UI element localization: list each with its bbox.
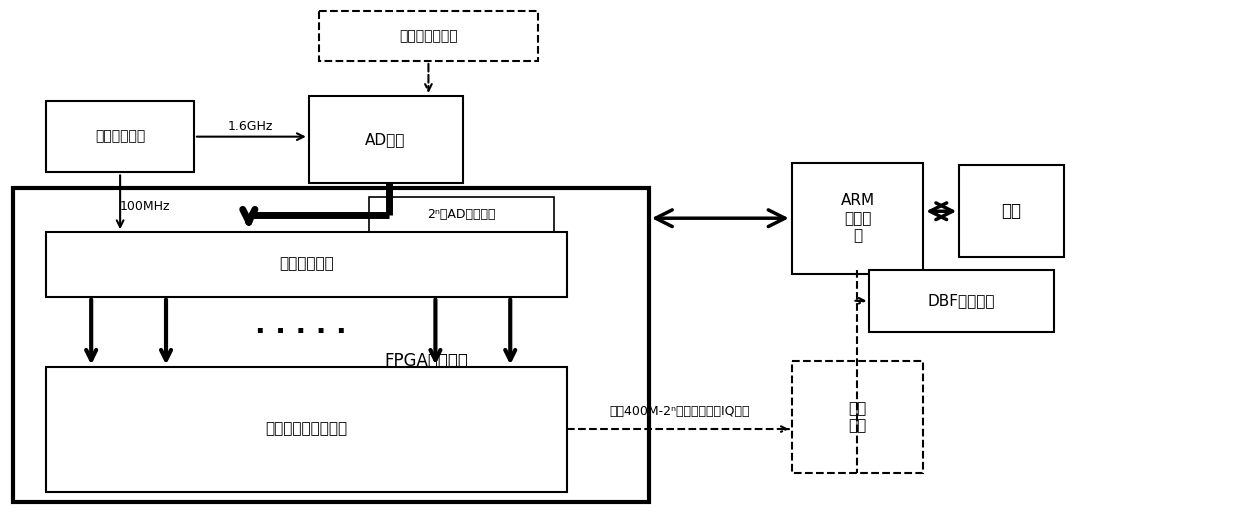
Text: ARM
处理单
元: ARM 处理单 元 [841,193,874,243]
Text: 多相滤波信道化处理: 多相滤波信道化处理 [265,422,347,437]
Text: FPGA功能模块: FPGA功能模块 [384,352,469,370]
Text: · · · · ·: · · · · · [255,318,346,346]
Text: 时钟管理模块: 时钟管理模块 [95,130,145,144]
Bar [14,188,649,502]
Bar [309,96,464,183]
Text: DBF处理模块: DBF处理模块 [928,293,994,308]
Text: 中频400M-2ⁿ路信道的基带IQ信号: 中频400M-2ⁿ路信道的基带IQ信号 [609,405,750,418]
Text: 下变频中频信号: 下变频中频信号 [399,29,458,43]
Bar [319,11,538,61]
Bar [791,163,924,274]
Bar [960,165,1064,257]
Bar [791,362,924,473]
Bar [46,101,193,173]
Text: 100MHz: 100MHz [120,200,171,213]
Text: 2ⁿ路AD中频数据: 2ⁿ路AD中频数据 [427,208,496,221]
Text: AD采样: AD采样 [366,132,405,147]
Bar [869,270,1054,332]
Bar [46,367,567,492]
Text: 光电
转换: 光电 转换 [848,401,867,433]
Text: 中频数据分取: 中频数据分取 [279,256,334,271]
Text: 网络: 网络 [1001,202,1021,220]
Bar [368,197,554,232]
Text: 1.6GHz: 1.6GHz [228,120,274,133]
Bar [46,232,567,297]
